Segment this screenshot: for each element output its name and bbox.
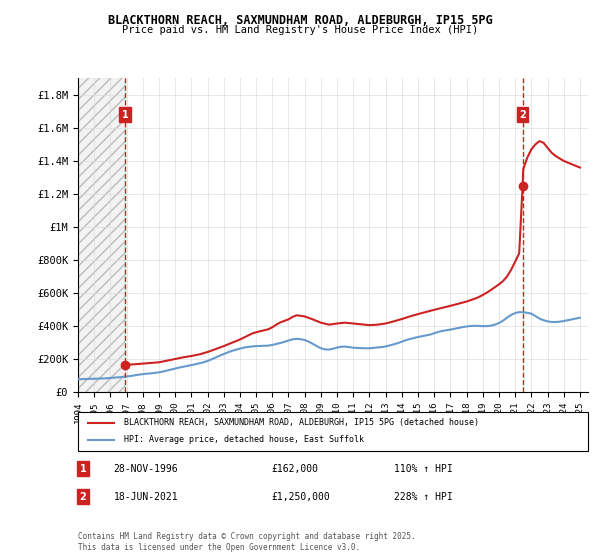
Text: 1: 1 <box>80 464 86 474</box>
Text: BLACKTHORN REACH, SAXMUNDHAM ROAD, ALDEBURGH, IP15 5PG: BLACKTHORN REACH, SAXMUNDHAM ROAD, ALDEB… <box>107 14 493 27</box>
Text: 2: 2 <box>80 492 86 502</box>
Text: £1,250,000: £1,250,000 <box>272 492 331 502</box>
FancyBboxPatch shape <box>78 412 588 451</box>
Text: HPI: Average price, detached house, East Suffolk: HPI: Average price, detached house, East… <box>124 435 364 444</box>
Text: 228% ↑ HPI: 228% ↑ HPI <box>394 492 453 502</box>
Text: Contains HM Land Registry data © Crown copyright and database right 2025.
This d: Contains HM Land Registry data © Crown c… <box>78 532 416 552</box>
Text: 110% ↑ HPI: 110% ↑ HPI <box>394 464 453 474</box>
Bar <box>78 78 125 392</box>
Bar <box>78 78 125 392</box>
Text: £162,000: £162,000 <box>272 464 319 474</box>
Text: 18-JUN-2021: 18-JUN-2021 <box>114 492 178 502</box>
Text: BLACKTHORN REACH, SAXMUNDHAM ROAD, ALDEBURGH, IP15 5PG (detached house): BLACKTHORN REACH, SAXMUNDHAM ROAD, ALDEB… <box>124 418 479 427</box>
Text: 2: 2 <box>519 110 526 120</box>
Text: Price paid vs. HM Land Registry's House Price Index (HPI): Price paid vs. HM Land Registry's House … <box>122 25 478 35</box>
Text: 1: 1 <box>122 110 128 120</box>
Text: 28-NOV-1996: 28-NOV-1996 <box>114 464 178 474</box>
